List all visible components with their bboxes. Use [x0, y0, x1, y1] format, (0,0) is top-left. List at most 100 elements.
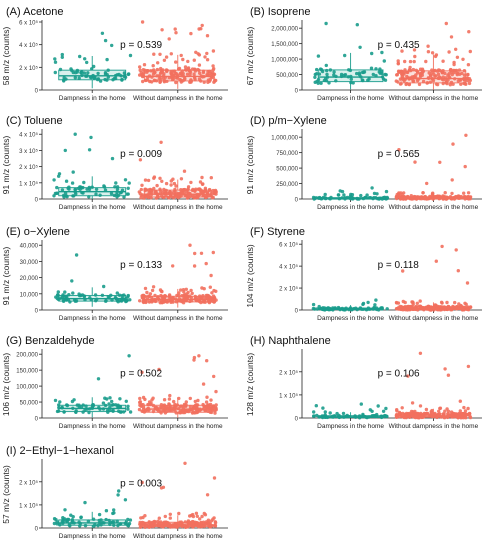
data-point	[183, 76, 187, 81]
data-point	[419, 195, 423, 199]
data-point	[402, 415, 406, 420]
data-point	[150, 75, 154, 79]
data-point	[421, 191, 425, 195]
data-point	[412, 194, 416, 199]
data-point	[430, 68, 434, 72]
data-point	[212, 80, 216, 84]
data-point	[197, 27, 201, 31]
data-point	[168, 516, 172, 520]
data-point	[406, 374, 410, 378]
panel-1: (A) Acetone 58 m/z (counts) 0 2 x 10⁵ 4 x 10…	[1, 6, 228, 102]
data-point	[325, 72, 329, 77]
data-point	[316, 81, 320, 85]
data-point	[455, 55, 460, 59]
data-point	[62, 410, 66, 414]
data-point	[111, 511, 115, 516]
data-point	[426, 50, 431, 54]
data-point	[96, 377, 101, 381]
data-point	[152, 52, 156, 56]
data-point	[118, 410, 123, 414]
data-point	[381, 409, 386, 413]
data-point	[64, 179, 69, 183]
p-value-label: p = 0.106	[378, 368, 420, 379]
data-point	[79, 293, 83, 298]
data-point	[413, 160, 417, 164]
data-point	[357, 71, 362, 75]
data-point	[430, 192, 435, 196]
data-point	[445, 414, 450, 418]
data-point	[182, 169, 187, 173]
data-point	[452, 411, 456, 416]
data-point	[429, 410, 433, 414]
data-point	[184, 298, 188, 303]
data-point	[468, 305, 473, 309]
data-point	[120, 296, 125, 300]
data-point	[206, 520, 211, 524]
data-point	[409, 68, 413, 73]
y-tick-label: 1 x 10⁵	[19, 502, 38, 509]
data-point	[396, 80, 400, 84]
x-tick-label: Without dampness in the home	[389, 204, 479, 211]
data-point	[185, 72, 190, 76]
data-point	[158, 80, 162, 84]
data-point	[447, 50, 451, 54]
data-point	[396, 61, 400, 65]
data-point	[123, 178, 128, 182]
data-point	[323, 410, 327, 414]
data-point	[184, 400, 188, 404]
p-value-label: p = 0.118	[378, 260, 420, 271]
data-point	[177, 511, 181, 516]
data-point	[212, 374, 216, 379]
data-point	[318, 67, 323, 71]
p-value-label: p = 0.435	[378, 40, 420, 51]
data-point	[454, 248, 458, 252]
data-point	[467, 196, 471, 200]
data-point	[205, 493, 210, 497]
data-point	[367, 415, 371, 419]
y-axis-label: 104 m/z (counts)	[245, 244, 255, 307]
data-point	[417, 77, 421, 81]
data-point	[186, 525, 190, 529]
data-point	[203, 55, 207, 59]
data-point	[186, 187, 190, 191]
x-tick-label: Dampness in the home	[317, 95, 384, 102]
data-point	[158, 187, 162, 191]
data-point	[206, 191, 210, 195]
x-tick-label: Dampness in the home	[59, 533, 126, 540]
data-point	[128, 298, 132, 302]
data-point	[463, 409, 468, 413]
data-point	[198, 517, 202, 521]
data-point	[153, 70, 157, 75]
data-point	[194, 298, 199, 303]
data-point	[183, 65, 188, 69]
data-point	[419, 74, 423, 79]
data-point	[372, 414, 376, 418]
x-tick-label: Without dampness in the home	[133, 204, 223, 211]
data-point	[171, 264, 175, 268]
data-point	[172, 399, 176, 404]
data-point	[55, 191, 59, 195]
data-point	[450, 307, 454, 311]
data-point	[200, 175, 204, 180]
data-point	[77, 76, 81, 80]
data-point	[323, 192, 327, 197]
data-point	[464, 302, 468, 306]
data-point	[120, 293, 125, 298]
data-point	[418, 404, 423, 408]
data-point	[65, 194, 69, 199]
data-point	[82, 71, 87, 75]
y-axis-label: 91 m/z (counts)	[245, 136, 255, 195]
data-point	[162, 58, 167, 62]
data-point	[105, 73, 109, 77]
data-point	[112, 508, 116, 512]
data-point	[433, 68, 437, 73]
data-point	[76, 186, 81, 191]
data-point	[319, 81, 323, 85]
data-point	[458, 78, 463, 82]
data-point	[193, 251, 197, 256]
data-point	[64, 298, 69, 302]
data-point	[382, 59, 386, 63]
data-point	[201, 407, 206, 411]
data-point	[395, 415, 399, 419]
data-point	[434, 303, 438, 307]
